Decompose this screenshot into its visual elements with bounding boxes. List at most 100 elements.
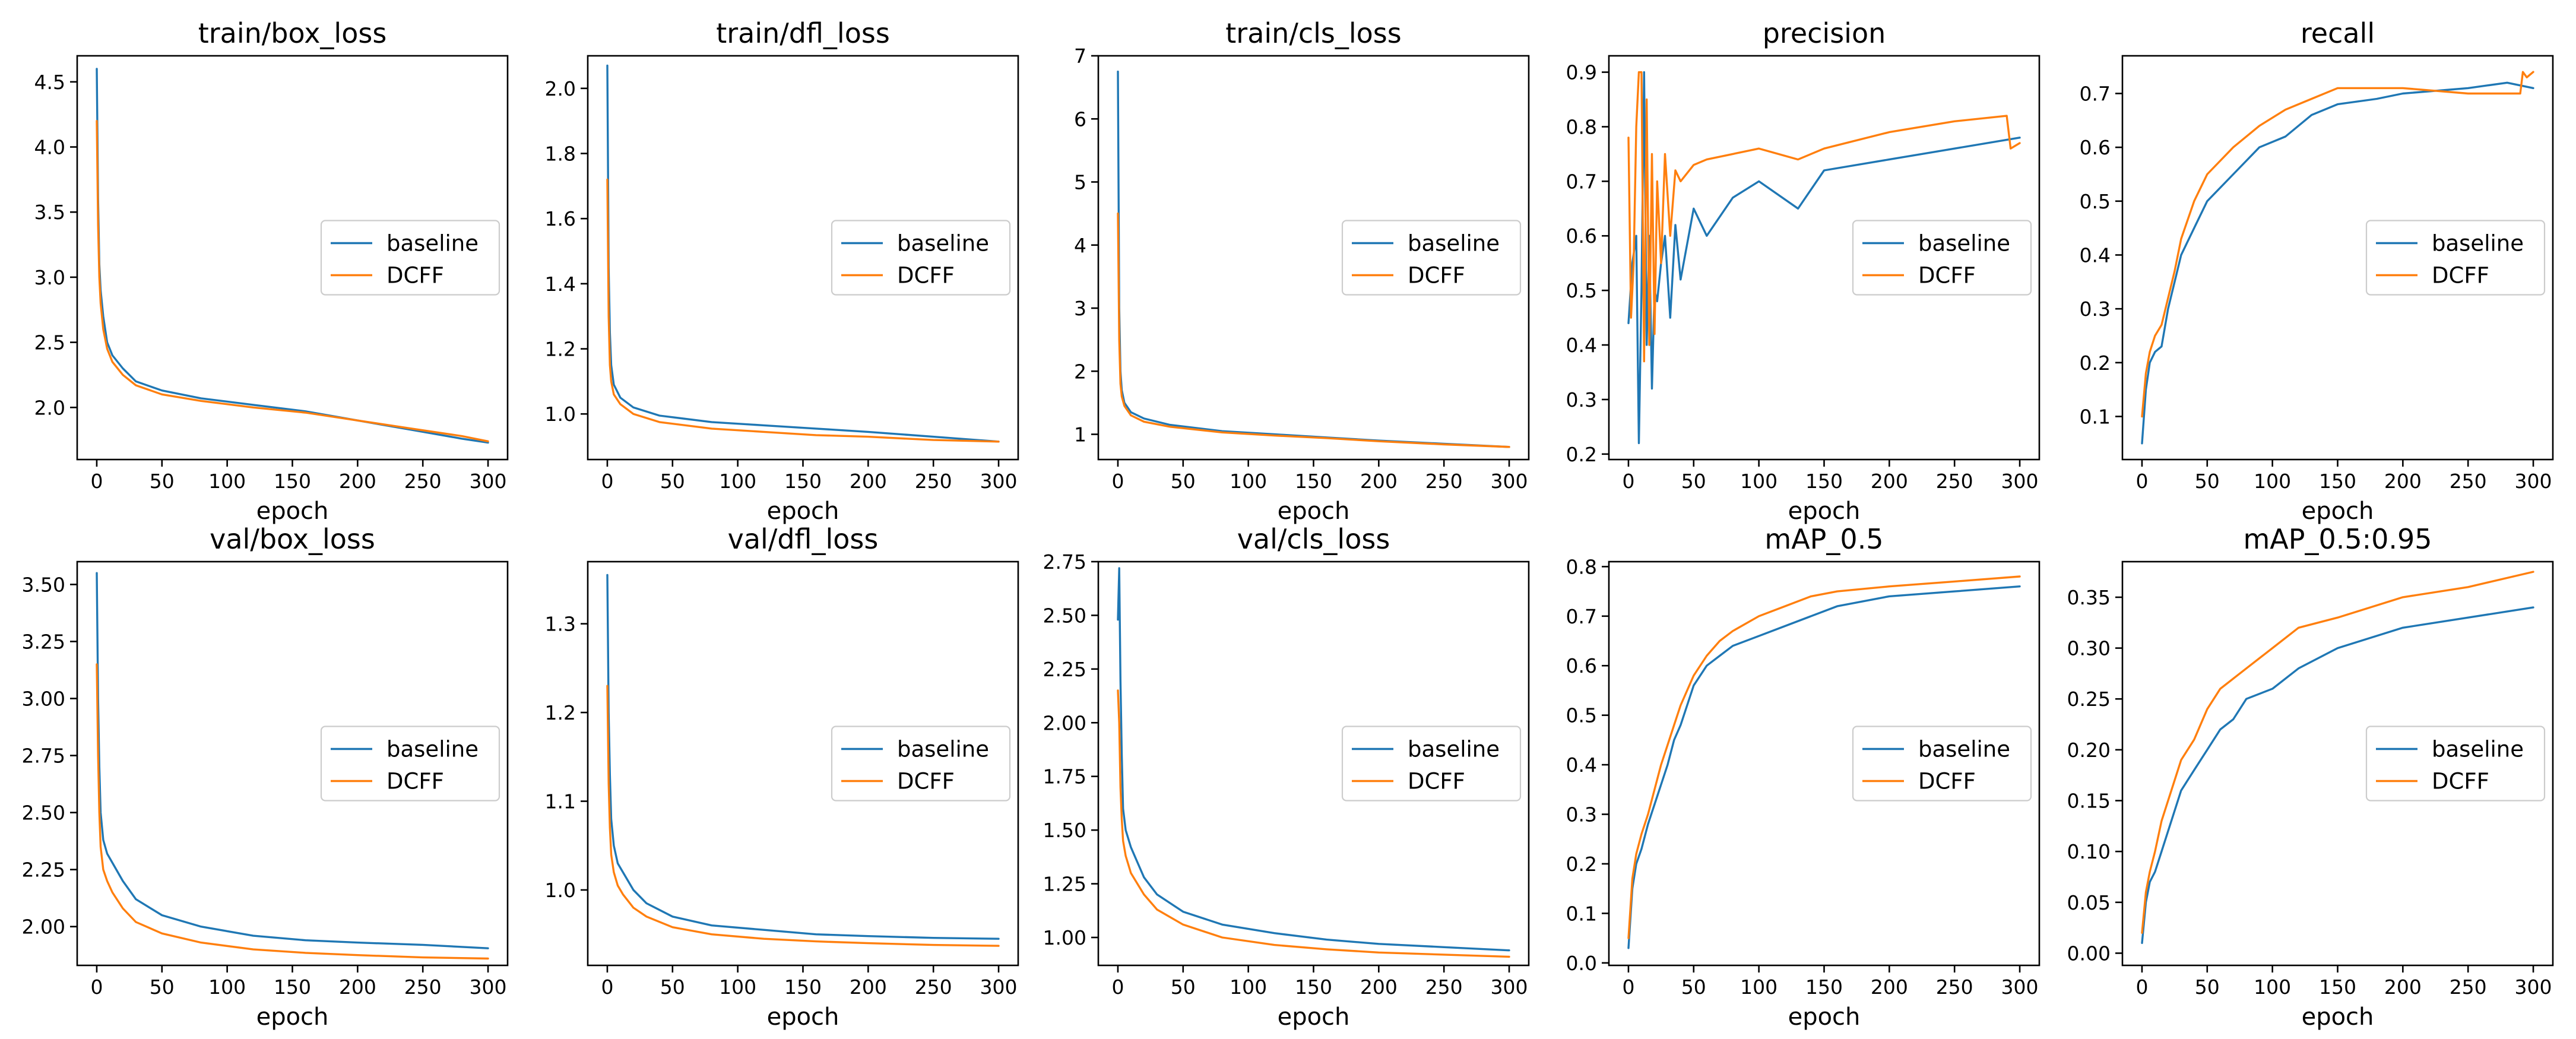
legend: baseline DCFF xyxy=(2365,726,2546,802)
y-tick-label: 3.0 xyxy=(34,266,65,289)
x-tick-label: 300 xyxy=(470,470,507,493)
x-tick-label: 0 xyxy=(90,975,103,999)
legend-label-dcff: DCFF xyxy=(1408,263,1465,289)
y-tick-label: 1.8 xyxy=(545,142,576,166)
x-tick-label: 150 xyxy=(2319,975,2356,999)
legend-label-dcff: DCFF xyxy=(2432,263,2489,289)
x-tick-label: 100 xyxy=(208,470,246,493)
series-line-dcff xyxy=(2141,571,2534,934)
series-line-dcff xyxy=(1627,575,2021,939)
series-line-dcff xyxy=(606,178,1000,443)
y-tick-label: 4.5 xyxy=(34,71,65,94)
x-tick-label: 250 xyxy=(404,470,442,493)
y-tick-label: 1.3 xyxy=(545,613,576,636)
y-tick-label: 0.5 xyxy=(1566,279,1597,302)
x-axis-label: epoch xyxy=(1788,1003,1861,1031)
x-tick-label: 50 xyxy=(150,975,175,999)
y-tick-label: 0.10 xyxy=(2067,840,2111,863)
subplot-title: recall xyxy=(2301,17,2375,49)
legend-label-baseline: baseline xyxy=(897,737,989,762)
series-group xyxy=(96,572,489,960)
legend-label-baseline: baseline xyxy=(1408,737,1500,762)
series-line-dcff xyxy=(2141,71,2534,418)
series-group xyxy=(96,68,489,444)
subplot-8: val/cls_loss 0 50 100 150 200 250 300 1.00 1.25 1.… xyxy=(1043,523,1530,1031)
x-tick-label: 300 xyxy=(980,470,1018,493)
legend-label-dcff: DCFF xyxy=(1918,769,1976,794)
legend: baseline DCFF xyxy=(1341,220,1522,296)
x-tick-label: 250 xyxy=(2450,470,2487,493)
series-line-baseline xyxy=(1627,585,2021,949)
y-tick-label: 0.20 xyxy=(2067,739,2111,762)
x-tick-label: 0 xyxy=(1622,470,1634,493)
y-tick-label: 1 xyxy=(1074,423,1086,446)
y-tick-label: 6 xyxy=(1074,107,1086,131)
x-tick-label: 300 xyxy=(2515,975,2552,999)
legend: baseline DCFF xyxy=(831,220,1011,296)
x-tick-label: 0 xyxy=(1622,975,1634,999)
x-tick-label: 300 xyxy=(470,975,507,999)
legend: baseline DCFF xyxy=(1341,726,1522,802)
y-tick-label: 0.2 xyxy=(1566,443,1597,466)
legend-label-dcff: DCFF xyxy=(2432,769,2489,794)
series-line-dcff xyxy=(96,663,489,960)
series-line-dcff xyxy=(1117,212,1510,448)
x-tick-label: 200 xyxy=(1360,975,1398,999)
x-tick-label: 100 xyxy=(1740,470,1777,493)
x-tick-label: 50 xyxy=(2195,470,2220,493)
x-tick-label: 50 xyxy=(660,470,685,493)
x-axis-label: epoch xyxy=(1278,498,1350,525)
series-group xyxy=(606,574,1000,947)
y-tick-label: 2.00 xyxy=(1043,711,1086,734)
y-tick-label: 0.35 xyxy=(2067,586,2111,609)
x-axis-label: epoch xyxy=(2302,1003,2374,1031)
x-axis-label: epoch xyxy=(256,1003,329,1031)
x-tick-label: 50 xyxy=(1681,470,1706,493)
y-tick-label: 1.2 xyxy=(545,701,576,724)
y-tick-label: 0.7 xyxy=(2080,82,2111,105)
x-tick-label: 0 xyxy=(1111,975,1124,999)
y-tick-label: 0.00 xyxy=(2067,942,2111,965)
y-tick-label: 0.3 xyxy=(1566,803,1597,826)
x-tick-label: 100 xyxy=(1230,470,1267,493)
x-tick-label: 100 xyxy=(2254,470,2291,493)
y-tick-label: 1.0 xyxy=(545,403,576,426)
y-tick-label: 0.30 xyxy=(2067,637,2111,660)
x-tick-label: 150 xyxy=(1805,470,1843,493)
legend-label-baseline: baseline xyxy=(2432,737,2524,762)
legend: baseline DCFF xyxy=(2365,220,2546,296)
x-tick-label: 250 xyxy=(915,975,952,999)
x-axis-label: epoch xyxy=(256,498,329,525)
x-tick-label: 150 xyxy=(784,975,822,999)
x-tick-label: 50 xyxy=(1681,975,1706,999)
series-line-dcff xyxy=(606,685,1000,947)
y-tick-label: 3.50 xyxy=(22,573,65,596)
y-tick-label: 1.75 xyxy=(1043,765,1086,788)
y-tick-label: 0.7 xyxy=(1566,605,1597,628)
subplot-5: recall 0 50 100 150 200 250 300 0.1 0.2 0.3 0.4 0.5 0… xyxy=(2080,17,2554,525)
series-group xyxy=(1117,567,1510,958)
y-tick-label: 1.25 xyxy=(1043,873,1086,896)
legend-label-dcff: DCFF xyxy=(897,769,955,794)
y-tick-label: 2.50 xyxy=(22,802,65,825)
series-group xyxy=(2141,71,2534,445)
legend-label-baseline: baseline xyxy=(2432,231,2524,256)
series-line-baseline xyxy=(96,572,489,949)
x-tick-label: 0 xyxy=(2135,470,2148,493)
subplot-4: precision 0 50 100 150 200 250 300 0.2 0.3 0.4 0.5 0… xyxy=(1566,17,2040,525)
subplot-title: mAP_0.5 xyxy=(1764,523,1883,555)
x-tick-label: 200 xyxy=(2384,470,2422,493)
x-tick-label: 300 xyxy=(980,975,1018,999)
y-tick-label: 2.50 xyxy=(1043,604,1086,627)
series-line-baseline xyxy=(2141,81,2534,445)
legend: baseline DCFF xyxy=(1852,220,2032,296)
subplot-9: mAP_0.5 0 50 100 150 200 250 300 0.0 0.1 0.2 0.3 0.4… xyxy=(1566,523,2040,1031)
series-line-dcff xyxy=(1117,689,1510,958)
y-tick-label: 0.05 xyxy=(2067,891,2111,914)
series-line-baseline xyxy=(606,574,1000,940)
series-line-baseline xyxy=(2141,606,2534,945)
y-tick-label: 0.4 xyxy=(2080,243,2111,267)
x-tick-label: 300 xyxy=(2001,975,2039,999)
x-tick-label: 100 xyxy=(719,975,756,999)
subplot-1: train/box_loss 0 50 100 150 200 250 300 2.0 2.5 3.… xyxy=(34,17,509,525)
